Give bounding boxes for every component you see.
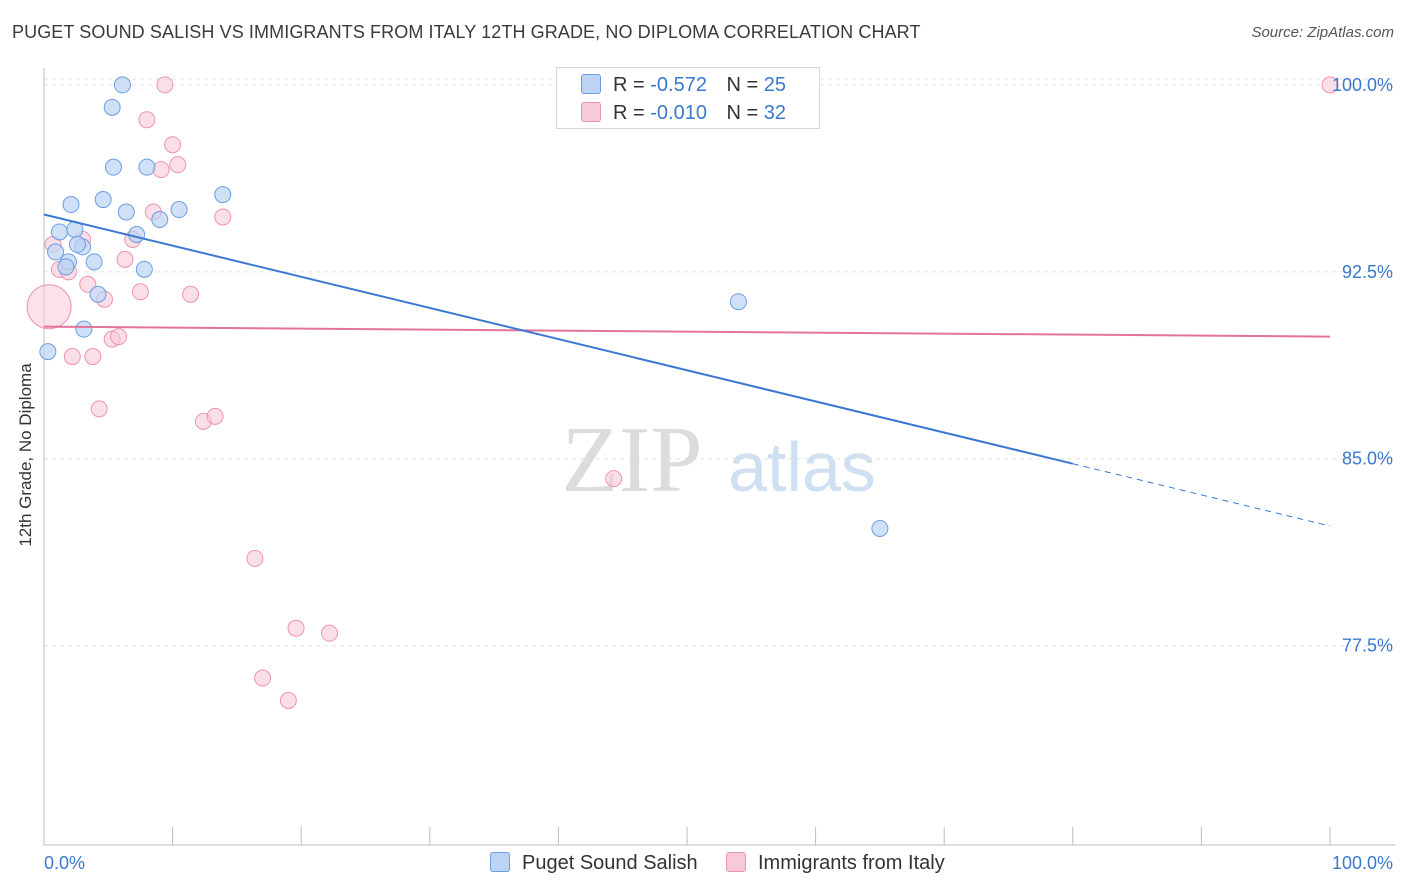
- data-point-italy: [79, 275, 97, 293]
- data-point-italy: [116, 250, 134, 268]
- y-tick-label: 92.5%: [1342, 262, 1393, 282]
- data-point-italy: [169, 156, 187, 174]
- data-point-salish: [89, 285, 107, 303]
- data-point-italy: [605, 470, 623, 488]
- data-point-salish: [128, 225, 146, 243]
- watermark-zip: ZIP: [562, 408, 703, 512]
- data-point-salish: [729, 293, 747, 311]
- data-point-salish: [113, 76, 131, 94]
- legend-r-label: R =: [613, 74, 645, 96]
- data-point-salish: [75, 320, 93, 338]
- bottom-legend-italy: Immigrants from Italy: [726, 852, 945, 875]
- data-point-italy: [320, 624, 338, 642]
- data-point-italy: [287, 619, 305, 637]
- data-point-italy: [110, 328, 128, 346]
- bottom-legend-salish: Puget Sound Salish: [490, 852, 698, 875]
- data-point-italy: [206, 407, 224, 425]
- bottom-legend-swatch-salish: [490, 852, 510, 872]
- data-point-salish: [117, 203, 135, 221]
- data-point-italy: [279, 691, 297, 709]
- data-point-italy: [138, 111, 156, 129]
- watermark-atlas: atlas: [728, 428, 876, 506]
- legend-r-value-salish: -0.572: [650, 74, 707, 96]
- legend-n-value-salish: 25: [763, 74, 787, 96]
- series-salish-points: [39, 76, 889, 538]
- legend-swatch-salish: [581, 74, 601, 94]
- data-point-salish: [85, 253, 103, 271]
- y-tick-label: 85.0%: [1342, 449, 1393, 469]
- data-point-salish: [47, 243, 65, 261]
- y-tick-label: 77.5%: [1342, 636, 1393, 656]
- tick-labels: 77.5% 85.0% 92.5% 100.0% 0.0% 100.0%: [44, 75, 1393, 873]
- x-tick-label-max: 100.0%: [1332, 853, 1393, 873]
- trend-line-salish-extension: [1072, 463, 1331, 527]
- data-point-italy: [182, 285, 200, 303]
- stats-legend: R = -0.572 N = 25 R = -0.010 N = 32: [556, 67, 820, 129]
- grid-lines: [44, 78, 1395, 647]
- data-point-salish: [214, 186, 232, 204]
- data-point-salish: [68, 235, 86, 253]
- data-point-italy: [63, 348, 81, 366]
- x-tick-label-min: 0.0%: [44, 853, 85, 873]
- data-point-italy: [246, 549, 264, 567]
- trend-line-salish: [43, 213, 1074, 465]
- data-point-salish: [103, 98, 121, 116]
- legend-row-salish: R = -0.572 N = 25: [581, 74, 786, 100]
- data-point-salish: [151, 210, 169, 228]
- data-point-italy: [156, 76, 174, 94]
- data-point-salish: [170, 201, 188, 219]
- data-point-salish: [39, 343, 57, 361]
- trend-lines: [43, 213, 1331, 527]
- trend-line-italy: [43, 325, 1331, 338]
- data-point-italy: [90, 400, 108, 418]
- source-label: Source: ZipAtlas.com: [1251, 24, 1394, 41]
- data-point-italy: [214, 208, 232, 226]
- data-point-italy: [152, 161, 170, 179]
- data-point-salish: [138, 158, 156, 176]
- data-point-salish: [62, 196, 80, 214]
- axes: [43, 68, 1395, 846]
- data-point-salish: [50, 223, 68, 241]
- data-point-salish: [57, 258, 75, 276]
- data-point-italy: [131, 283, 149, 301]
- data-point-salish: [871, 520, 889, 538]
- data-point-italy: [1321, 76, 1339, 94]
- legend-row-italy: R = -0.010 N = 32: [581, 102, 786, 128]
- bottom-legend-label-italy: Immigrants from Italy: [758, 852, 945, 874]
- data-point-salish: [94, 191, 112, 209]
- legend-swatch-italy: [581, 102, 601, 122]
- bottom-legend-label-salish: Puget Sound Salish: [522, 852, 698, 874]
- chart-title: PUGET SOUND SALISH VS IMMIGRANTS FROM IT…: [12, 22, 921, 42]
- legend-n-value-italy: 32: [763, 102, 787, 124]
- y-axis-label: 12th Grade, No Diploma: [16, 363, 35, 547]
- data-point-italy: [254, 669, 272, 687]
- bottom-legend-swatch-italy: [726, 852, 746, 872]
- data-point-italy: [164, 136, 182, 154]
- legend-n-label: N =: [726, 74, 759, 96]
- data-point-italy: [84, 348, 102, 366]
- legend-r-label: R =: [613, 102, 645, 124]
- data-point-italy: [26, 284, 72, 330]
- y-tick-label: 100.0%: [1332, 75, 1393, 95]
- series-italy-points: [26, 76, 1339, 709]
- legend-r-value-italy: -0.010: [650, 102, 707, 124]
- legend-n-label: N =: [726, 102, 759, 124]
- data-point-salish: [104, 158, 122, 176]
- data-point-salish: [135, 260, 153, 278]
